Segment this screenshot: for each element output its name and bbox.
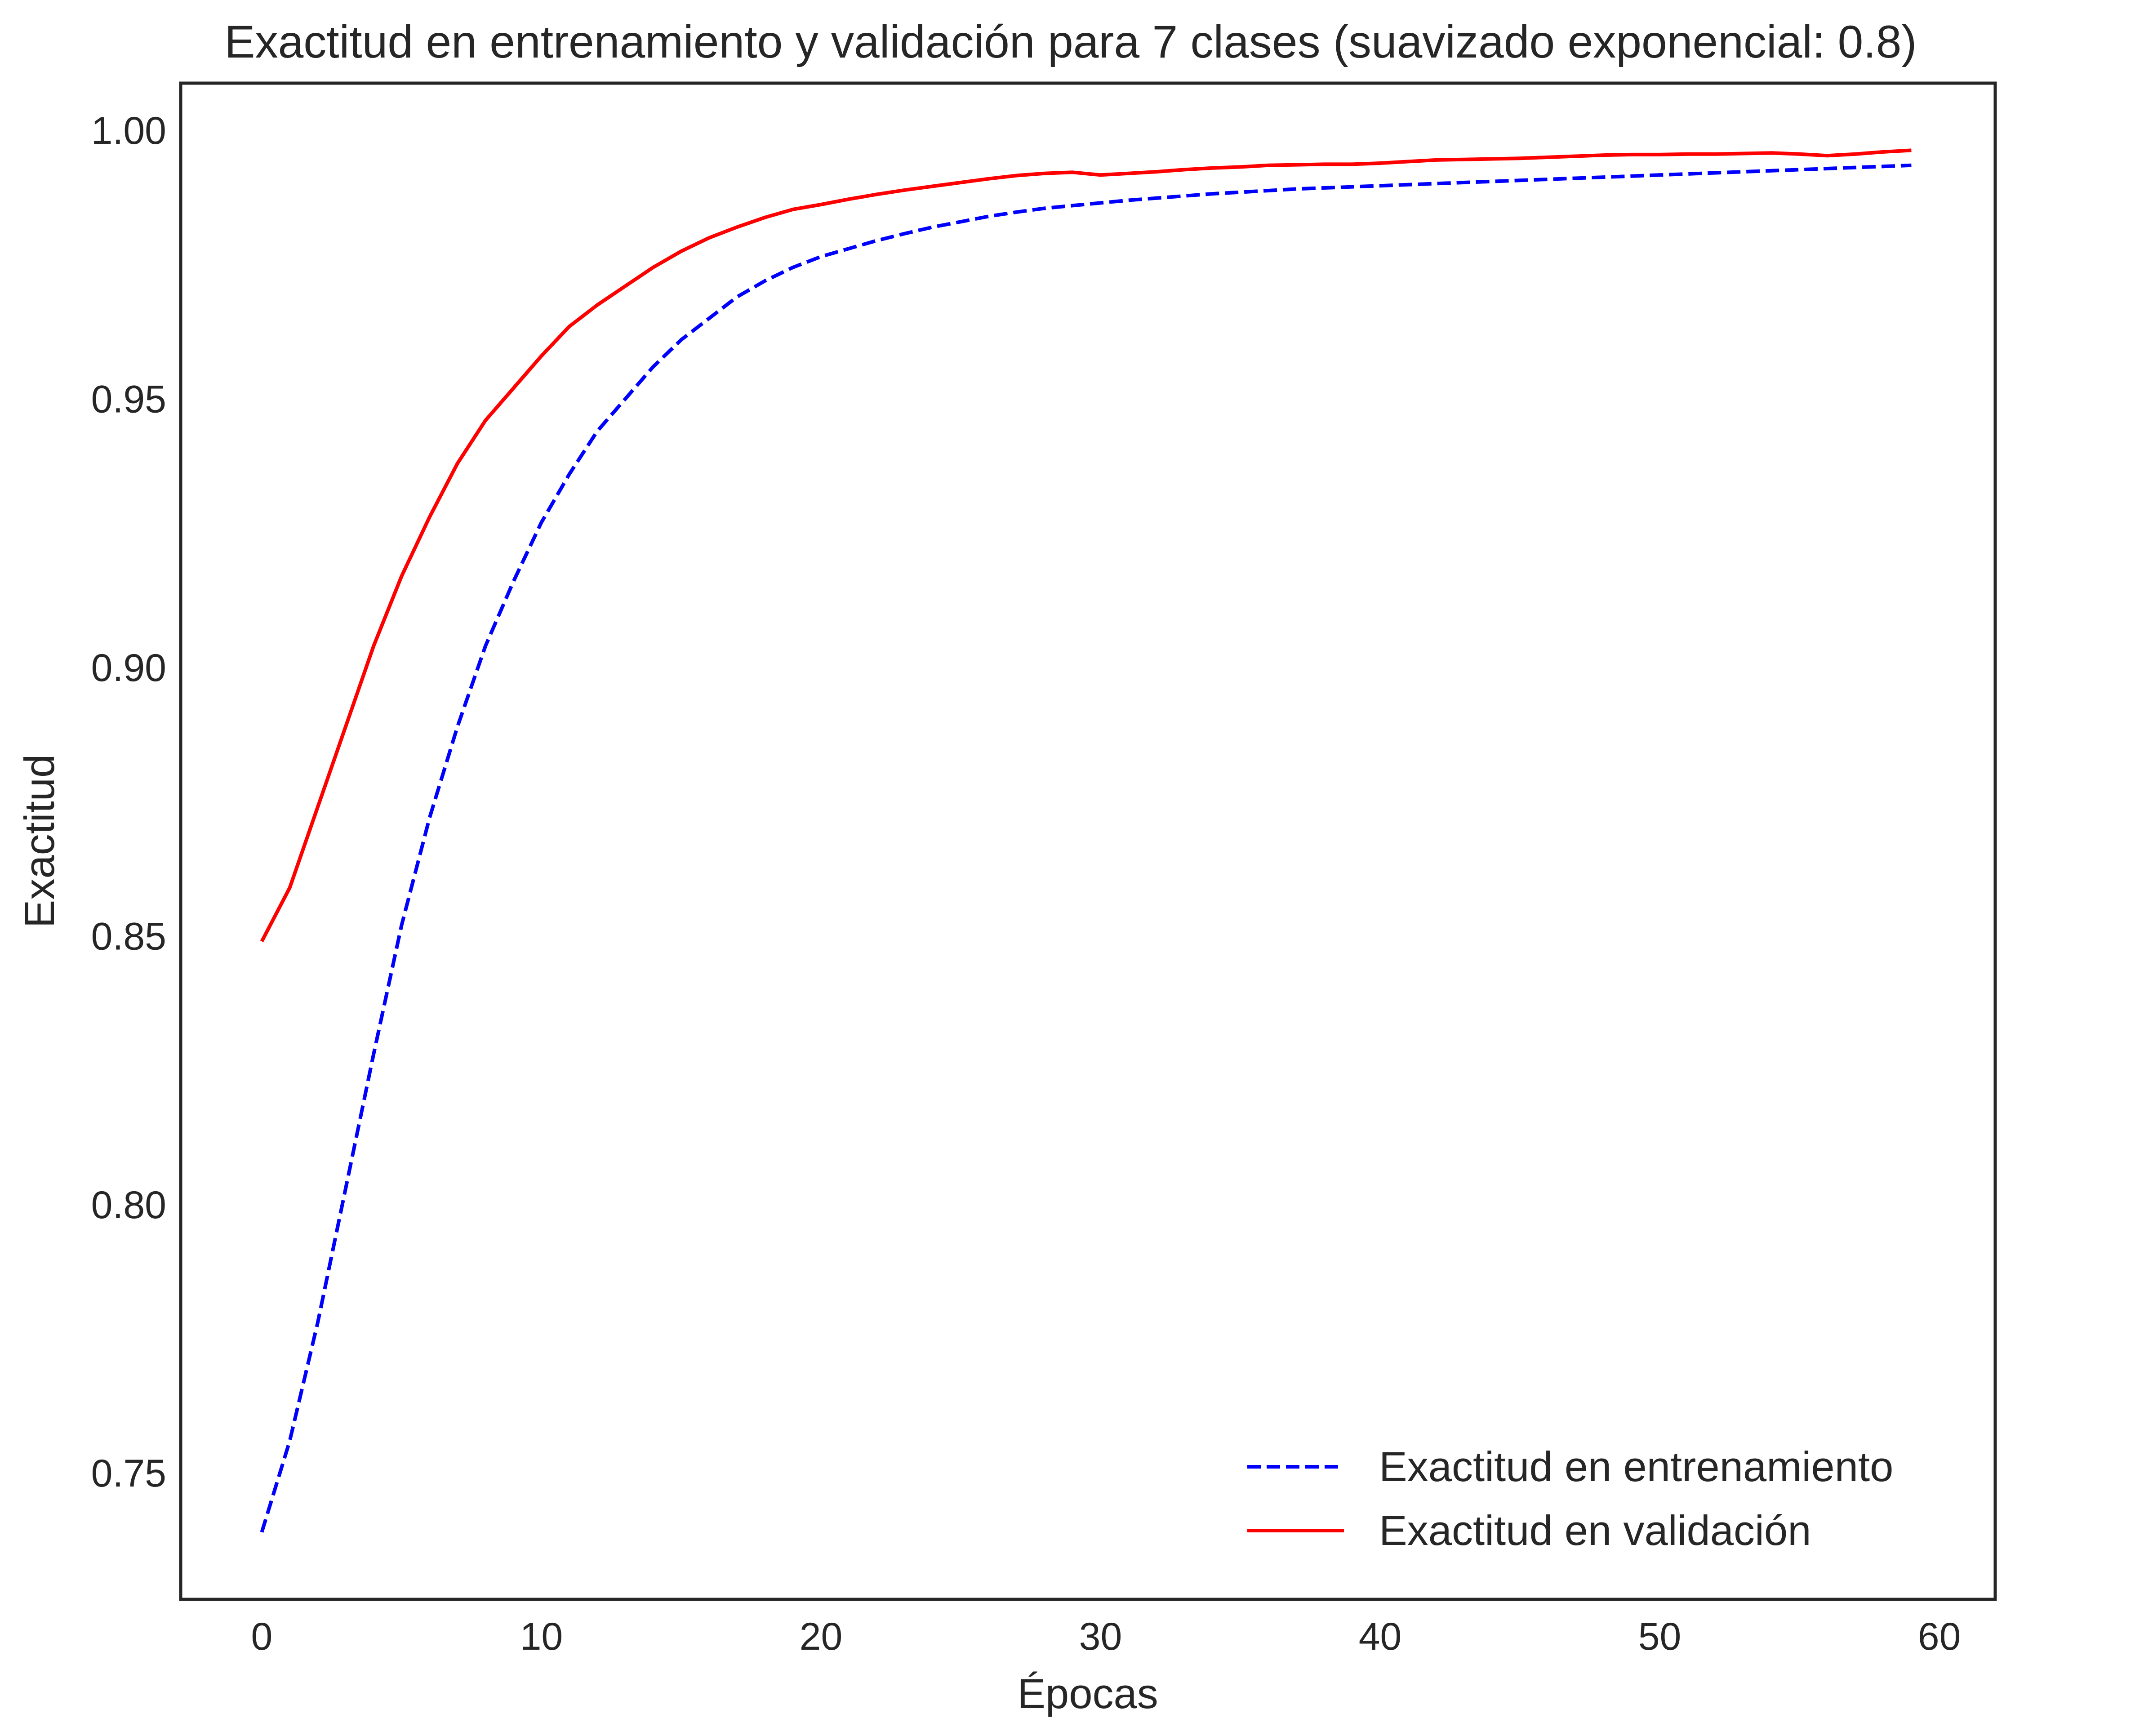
y-tick-label: 1.00 [91,109,166,152]
y-axis-label: Exactitud [16,754,63,928]
legend-label-training: Exactitud en entrenamiento [1379,1443,1893,1490]
x-tick-label: 0 [251,1615,272,1658]
x-tick-label: 40 [1359,1615,1402,1658]
x-axis-ticks: 0 10 20 30 40 50 60 [251,1615,1961,1658]
y-tick-label: 0.75 [91,1452,166,1495]
x-axis-label: Épocas [1017,1670,1158,1717]
x-tick-label: 20 [800,1615,843,1658]
legend: Exactitud en entrenamiento Exactitud en v… [1247,1443,1893,1554]
x-tick-label: 50 [1638,1615,1681,1658]
plot-frame [179,81,1997,1601]
x-tick-label: 10 [520,1615,563,1658]
plot-area [179,81,1997,1601]
y-tick-label: 0.80 [91,1184,166,1227]
x-tick-label: 30 [1079,1615,1122,1658]
y-axis-ticks: 0.75 0.80 0.85 0.90 0.95 1.00 [91,109,166,1495]
y-tick-label: 0.95 [91,378,166,421]
y-tick-label: 0.85 [91,915,166,958]
y-tick-label: 0.90 [91,646,166,690]
chart-title: Exactitud en entrenamiento y validación … [225,16,1917,67]
legend-label-validation: Exactitud en validación [1379,1507,1811,1554]
x-tick-label: 60 [1918,1615,1961,1658]
series-line-validation [260,148,1912,943]
series-layer [260,148,1912,1533]
series-line-training [260,163,1912,1533]
